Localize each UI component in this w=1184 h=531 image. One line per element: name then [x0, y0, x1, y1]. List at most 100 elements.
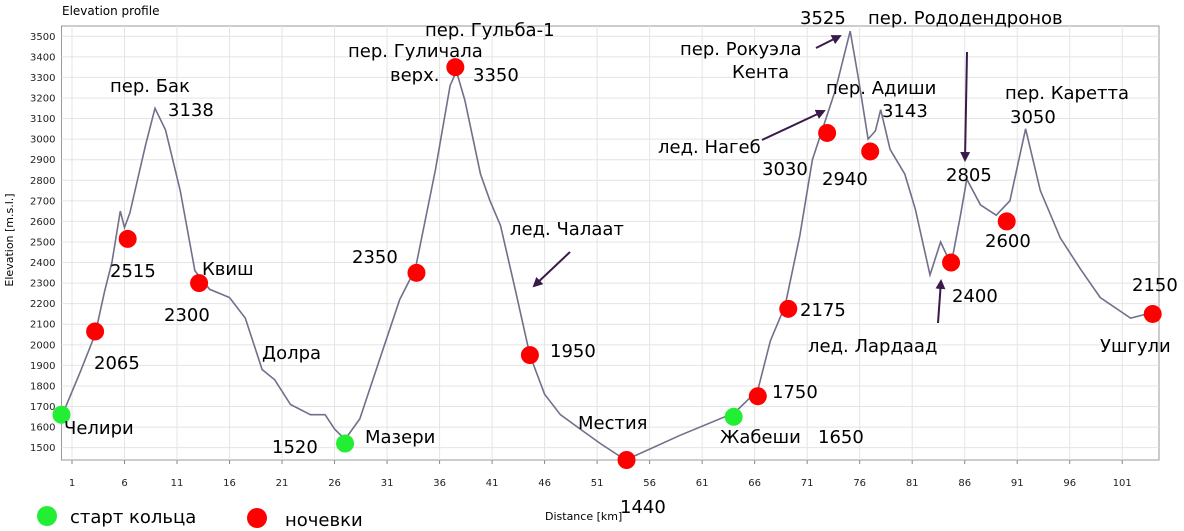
- y-tick-label: 1900: [30, 361, 55, 372]
- arrows: [532, 35, 971, 324]
- annotation: Жабеши: [720, 427, 801, 448]
- x-axis-label: Distance [km]: [545, 510, 622, 523]
- arrow: [761, 109, 826, 141]
- x-tick-label: 31: [381, 478, 394, 489]
- marker: [52, 405, 71, 424]
- y-tick-label: 1500: [30, 443, 55, 454]
- value-label: 3030: [762, 159, 808, 180]
- marker: [190, 274, 209, 293]
- annotation: 3050: [1010, 107, 1056, 128]
- value-label: 2300: [164, 305, 210, 326]
- annotation: Мазери: [365, 427, 435, 448]
- marker: [520, 346, 539, 365]
- y-tick-label: 2700: [30, 196, 55, 207]
- annotation: 3138: [168, 100, 214, 121]
- arrow: [935, 279, 946, 324]
- value-label: 2400: [952, 286, 998, 307]
- y-tick-label: 2200: [30, 299, 55, 310]
- x-tick-label: 36: [433, 478, 446, 489]
- annotation: 3525: [800, 8, 846, 29]
- legend-label: ночевки: [285, 510, 363, 531]
- annotation: Квиш: [202, 259, 254, 280]
- y-tick-label: 1600: [30, 423, 55, 434]
- y-tick-label: 2400: [30, 258, 55, 269]
- arrow: [815, 35, 842, 49]
- y-axis-label: Elevation [m.s.l.]: [3, 193, 16, 286]
- annotation: пер. Каретта: [1005, 83, 1129, 104]
- x-tick-label: 101: [1113, 478, 1132, 489]
- chart-title: Elevation profile: [62, 4, 159, 18]
- y-tick-label: 2100: [30, 320, 55, 331]
- x-tick-label: 21: [276, 478, 289, 489]
- x-tick-label: 51: [591, 478, 604, 489]
- x-tick-label: 6: [121, 478, 127, 489]
- x-tick-label: 91: [1011, 478, 1024, 489]
- value-label: 1750: [772, 382, 818, 403]
- annotation: 2805: [946, 165, 992, 186]
- y-tick-label: 1800: [30, 381, 55, 392]
- x-tick-label: 66: [748, 478, 761, 489]
- annotation: Челири: [64, 418, 134, 439]
- x-tick-label: 56: [643, 478, 656, 489]
- marker: [724, 407, 743, 426]
- annotation: пер. Гульба-1: [425, 20, 555, 41]
- marker: [86, 322, 105, 341]
- annotation: пер. Рокуэла: [680, 39, 802, 60]
- x-tick-label: 61: [696, 478, 709, 489]
- annotation: лед. Лардаад: [808, 336, 937, 357]
- marker: [1143, 304, 1162, 323]
- x-tick-label: 16: [223, 478, 236, 489]
- value-label: 2515: [110, 261, 156, 282]
- annotation: пер. Гуличала: [348, 41, 483, 62]
- marker: [942, 253, 961, 272]
- marker: [861, 142, 880, 161]
- annotation: Долра: [262, 343, 321, 364]
- annotation: пер. Бак: [110, 76, 190, 97]
- value-label: 2150: [1132, 275, 1178, 296]
- value-label: 1950: [550, 341, 596, 362]
- value-label: 2065: [94, 353, 140, 374]
- y-tick-label: 3100: [30, 114, 55, 125]
- x-tick-label: 26: [328, 478, 341, 489]
- x-tick-label: 71: [801, 478, 814, 489]
- value-label: 1520: [272, 437, 318, 458]
- annotation: Местия: [578, 413, 648, 434]
- annotation: лед. Нагеб: [658, 137, 761, 158]
- marker: [407, 263, 426, 282]
- arrow: [960, 51, 971, 162]
- grid: [61, 26, 1159, 460]
- legend-swatch: [37, 506, 57, 526]
- x-tick-label: 76: [853, 478, 866, 489]
- marker: [748, 387, 767, 406]
- y-tick-label: 2800: [30, 176, 55, 187]
- x-tick-label: 41: [486, 478, 499, 489]
- marker: [779, 299, 798, 318]
- x-tick-label: 86: [958, 478, 971, 489]
- marker: [617, 451, 636, 469]
- marker: [336, 434, 355, 453]
- y-tick-label: 2300: [30, 279, 55, 290]
- y-tick-label: 2000: [30, 340, 55, 351]
- y-tick-label: 3500: [30, 32, 55, 43]
- value-label: 2940: [822, 169, 868, 190]
- annotation: 3143: [882, 101, 928, 122]
- x-tick-label: 11: [171, 478, 184, 489]
- value-label: 2350: [352, 247, 398, 268]
- y-tick-label: 3200: [30, 93, 55, 104]
- marker: [446, 58, 465, 77]
- annotation: Кента: [732, 62, 789, 83]
- x-tick-label: 1: [69, 478, 75, 489]
- value-label: 1650: [818, 427, 864, 448]
- y-tick-label: 3400: [30, 52, 55, 63]
- value-label: 1440: [620, 497, 666, 518]
- value-label: 2600: [985, 231, 1031, 252]
- value-label: 3350: [473, 65, 519, 86]
- value-label: 2175: [800, 300, 846, 321]
- annotation: Ушгули: [1100, 336, 1171, 357]
- y-tick-label: 2600: [30, 217, 55, 228]
- annotation: пер. Адиши: [826, 78, 936, 99]
- annotation: пер. Рододендронов: [868, 8, 1063, 29]
- annotation: верх.: [390, 65, 439, 86]
- marker: [997, 212, 1016, 231]
